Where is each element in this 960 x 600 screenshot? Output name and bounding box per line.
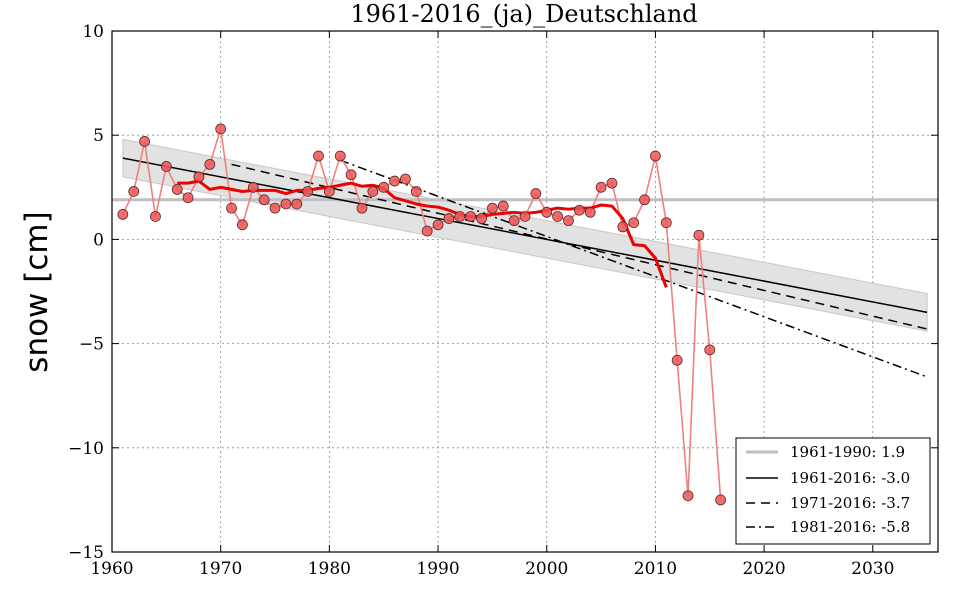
data-point [313, 150, 324, 162]
legend-label-baseline: 1961-1990: 1.9 [790, 443, 905, 461]
data-point [128, 186, 140, 197]
observed-series-line [122, 128, 722, 500]
y-tick-label: −10 [68, 439, 104, 459]
data-point [650, 150, 661, 162]
smoothed-series-line [177, 179, 668, 288]
data-point [660, 217, 672, 229]
data-point [671, 354, 683, 366]
data-point [715, 494, 727, 506]
data-point [302, 186, 314, 197]
data-point [465, 211, 477, 222]
data-point [334, 150, 346, 162]
data-point [508, 215, 520, 227]
data-point [682, 490, 694, 502]
data-point [443, 213, 455, 224]
data-point [171, 183, 183, 195]
plot-frame [111, 30, 939, 553]
data-point [541, 206, 553, 218]
data-point [704, 344, 716, 356]
y-tick-label: 5 [93, 126, 104, 146]
data-point [617, 221, 629, 233]
data-point [139, 136, 151, 147]
data-point [410, 186, 422, 197]
data-point [204, 158, 216, 170]
data-point [400, 173, 411, 185]
y-tick-label: −5 [79, 335, 104, 355]
x-tick-label: 2030 [851, 559, 894, 579]
data-point [530, 188, 542, 199]
data-point [552, 211, 564, 222]
data-point [160, 161, 172, 172]
data-point [215, 123, 227, 135]
data-point [193, 171, 205, 183]
data-point [454, 211, 466, 222]
data-point [389, 175, 400, 187]
y-tick-label: 0 [93, 230, 104, 250]
y-tick-label: 10 [82, 22, 104, 42]
x-tick-label: 1970 [199, 559, 242, 579]
data-point [693, 229, 705, 241]
x-tick-label: 1980 [308, 559, 351, 579]
legend-label-trend-1981: 1981-2016: -5.8 [790, 518, 910, 536]
data-point [628, 217, 640, 229]
legend: 1961-1990: 1.9 1961-2016: -3.0 1971-2016… [735, 437, 931, 545]
y-axis-label: snow [cm] [19, 211, 55, 372]
y-tick-label: −15 [68, 543, 104, 563]
x-tick-label: 1990 [416, 559, 459, 579]
data-point [182, 192, 194, 204]
x-tick-label: 2020 [742, 559, 785, 579]
data-point [486, 202, 498, 214]
data-point [497, 200, 509, 212]
data-point [237, 219, 248, 231]
trend-line-1981-2016 [339, 159, 928, 378]
data-point [247, 181, 259, 193]
data-point [323, 186, 335, 197]
data-point [432, 219, 444, 231]
data-point [573, 204, 585, 216]
data-point [584, 206, 596, 218]
legend-label-trend-1961: 1961-2016: -3.0 [790, 469, 910, 487]
data-point [291, 198, 303, 210]
axis-ticks: 1960 1970 1980 1990 2000 2010 2020 2030 10 5 0 −5 −1… [68, 22, 938, 579]
chart-title: 1961-2016_(ja)_Deutschland [350, 0, 697, 28]
plot-area [111, 30, 938, 553]
data-point [421, 225, 433, 237]
legend-label-trend-1971: 1971-2016: -3.7 [790, 494, 910, 512]
data-point [595, 181, 607, 193]
data-point [356, 202, 368, 214]
data-point [367, 186, 379, 197]
data-point [345, 169, 357, 181]
data-point [117, 208, 129, 220]
x-tick-label: 2010 [634, 559, 677, 579]
data-point [150, 211, 161, 222]
data-point [226, 202, 237, 214]
x-tick-label: 2000 [525, 559, 568, 579]
trend-line-1961-2016 [122, 157, 928, 314]
data-point [639, 194, 650, 206]
data-point [280, 198, 292, 210]
data-point [269, 202, 281, 214]
data-point [563, 215, 574, 227]
data-point [258, 194, 270, 206]
data-point [476, 213, 487, 224]
data-point [606, 177, 618, 189]
data-point [519, 211, 531, 222]
data-point [378, 181, 390, 193]
x-tick-label: 1960 [90, 559, 133, 579]
